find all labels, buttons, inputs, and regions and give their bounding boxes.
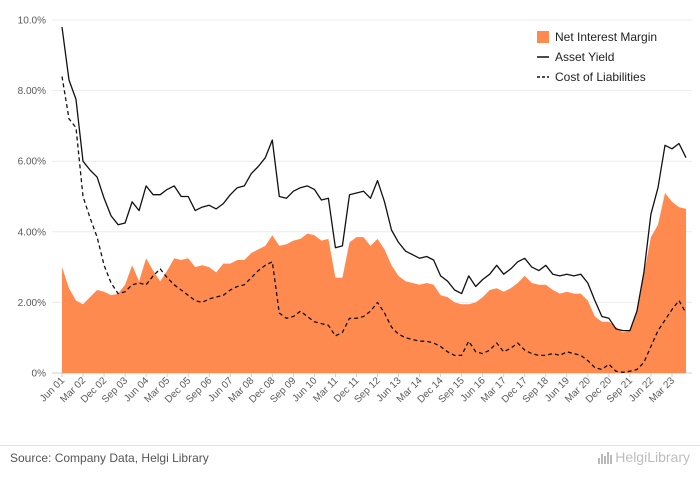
y-tick-label: 0% [32, 369, 47, 380]
y-tick-label: 8.00% [18, 86, 46, 97]
legend-label: Cost of Liabilities [555, 70, 646, 84]
y-tick-label: 2.00% [18, 298, 46, 309]
area-layer [62, 193, 686, 373]
legend: Net Interest Margin Asset Yield Cost of Li… [537, 30, 657, 84]
legend-label: Asset Yield [555, 50, 614, 64]
series-line-asset-yield [61, 27, 687, 332]
brand-logo: HelgiLibrary [598, 449, 690, 465]
legend-label: Net Interest Margin [555, 30, 657, 44]
brand-name: HelgiLibrary [615, 449, 690, 465]
footer-divider [0, 445, 700, 446]
y-tick-label: 10.0% [18, 16, 46, 27]
y-tick-label: 6.00% [18, 157, 46, 168]
line-layer [61, 27, 687, 373]
series-area-net-interest-margin [62, 193, 686, 373]
series-line-cost-of-liabilities [61, 76, 687, 373]
legend-swatch-area [537, 31, 549, 43]
source-note: Source: Company Data, Helgi Library [10, 451, 209, 465]
y-tick-label: 4.00% [18, 227, 46, 238]
library-icon [598, 450, 613, 464]
